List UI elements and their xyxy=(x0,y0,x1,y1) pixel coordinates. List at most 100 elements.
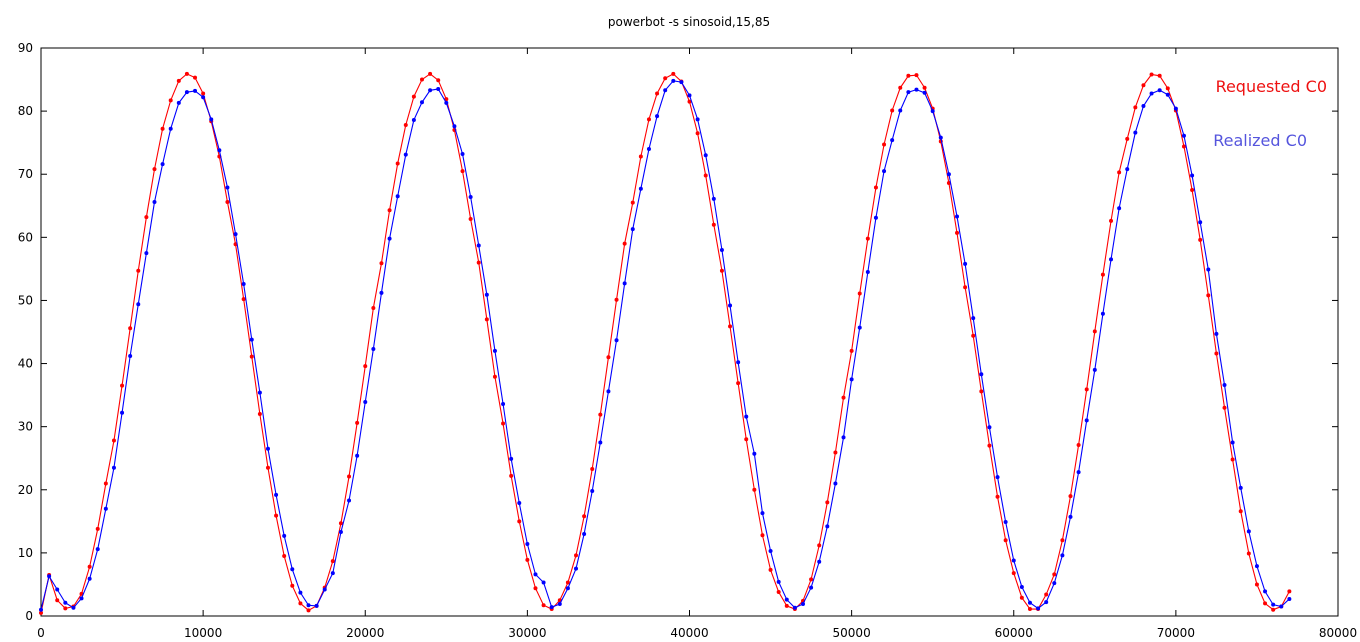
data-point xyxy=(282,554,287,559)
data-point xyxy=(249,337,254,342)
data-point xyxy=(655,91,660,96)
data-point xyxy=(1133,105,1138,110)
data-point xyxy=(484,292,489,297)
data-point xyxy=(1117,206,1122,211)
data-point xyxy=(241,297,246,302)
data-point xyxy=(865,236,870,241)
legend: Requested C0 Realized C0 xyxy=(1213,77,1327,150)
data-point xyxy=(395,194,400,199)
data-point xyxy=(736,360,741,365)
y-tick-label: 30 xyxy=(18,420,33,434)
chart-title: powerbot -s sinosoid,15,85 xyxy=(608,15,770,29)
data-point xyxy=(744,414,749,419)
x-tick-label: 10000 xyxy=(184,626,222,640)
y-tick-label: 10 xyxy=(18,546,33,560)
data-point xyxy=(120,410,125,415)
data-point xyxy=(768,549,773,553)
data-point xyxy=(492,348,497,353)
data-point xyxy=(614,338,619,343)
data-point xyxy=(711,196,716,201)
data-point xyxy=(1279,604,1284,609)
data-point xyxy=(703,153,708,158)
data-point xyxy=(906,73,911,78)
data-point xyxy=(938,135,943,140)
data-point xyxy=(1141,104,1146,109)
data-point xyxy=(817,559,822,564)
data-point xyxy=(387,208,392,213)
data-point xyxy=(1263,601,1268,606)
data-point xyxy=(1027,600,1032,605)
data-point xyxy=(630,227,635,232)
data-point xyxy=(371,347,376,352)
data-point xyxy=(728,324,733,329)
data-point xyxy=(160,126,165,131)
data-point xyxy=(574,553,579,558)
data-point xyxy=(590,489,595,494)
data-point xyxy=(419,77,424,82)
data-point xyxy=(760,533,765,538)
data-point xyxy=(922,90,927,95)
data-point xyxy=(419,100,424,105)
data-point xyxy=(906,90,911,95)
data-point xyxy=(809,577,814,582)
data-point xyxy=(1198,237,1203,242)
data-point xyxy=(582,531,587,536)
data-point xyxy=(768,567,773,572)
data-point xyxy=(363,364,368,369)
data-point xyxy=(1117,170,1122,175)
data-point xyxy=(47,574,52,579)
data-point xyxy=(638,154,643,159)
data-point xyxy=(39,607,43,612)
data-point xyxy=(355,420,360,425)
data-point xyxy=(955,230,960,235)
data-point xyxy=(1165,86,1170,91)
data-point xyxy=(1092,367,1097,372)
data-point xyxy=(193,75,198,80)
data-point xyxy=(1060,538,1065,543)
data-point xyxy=(1125,136,1130,141)
data-point xyxy=(825,500,830,505)
y-tick-label: 80 xyxy=(18,104,33,118)
data-point xyxy=(622,281,627,286)
data-point xyxy=(201,95,206,100)
data-point xyxy=(646,117,651,122)
data-point xyxy=(565,580,570,585)
data-point xyxy=(1181,133,1186,138)
data-point xyxy=(1076,442,1081,447)
data-point xyxy=(655,114,660,119)
data-point xyxy=(849,377,854,382)
data-point xyxy=(233,232,238,237)
data-point xyxy=(833,481,838,486)
data-point xyxy=(1198,220,1203,225)
data-point xyxy=(314,603,319,608)
x-tick-label: 40000 xyxy=(670,626,708,640)
data-point xyxy=(1165,92,1170,97)
data-point xyxy=(209,117,214,122)
data-point xyxy=(176,78,181,83)
data-point xyxy=(646,146,651,151)
data-point xyxy=(1044,600,1049,605)
series-layer xyxy=(39,71,1292,615)
data-point xyxy=(865,270,870,275)
data-point xyxy=(882,169,887,174)
data-point xyxy=(330,571,335,576)
data-point xyxy=(71,605,76,610)
data-point xyxy=(914,73,919,78)
data-point xyxy=(501,421,506,426)
data-point xyxy=(1271,602,1276,607)
y-tick-label: 0 xyxy=(25,609,33,623)
data-point xyxy=(736,381,741,386)
data-point xyxy=(1149,91,1154,96)
data-point xyxy=(809,585,814,590)
data-point xyxy=(873,185,878,190)
data-point xyxy=(784,597,789,602)
data-point xyxy=(257,390,262,395)
data-point xyxy=(1287,596,1292,601)
data-point xyxy=(298,590,303,595)
x-tick-label: 60000 xyxy=(995,626,1033,640)
data-point xyxy=(590,466,595,471)
data-point xyxy=(136,302,141,307)
data-point xyxy=(517,501,522,506)
data-point xyxy=(257,412,262,417)
data-point xyxy=(833,450,838,455)
